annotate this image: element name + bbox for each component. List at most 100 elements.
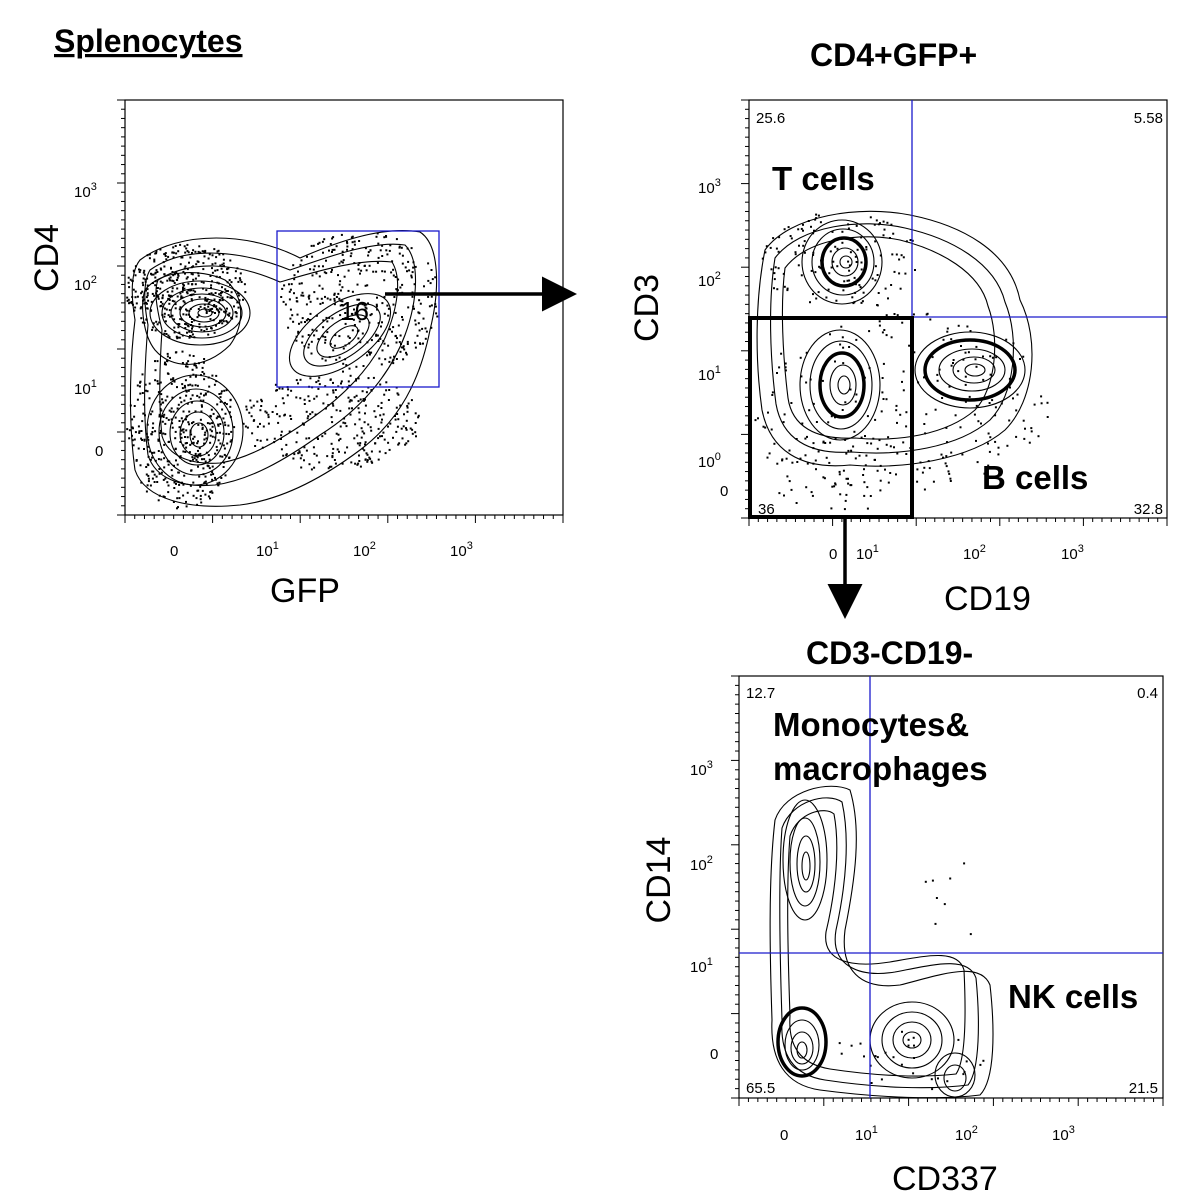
contour-ring xyxy=(934,1052,976,1098)
event-dot xyxy=(912,313,915,316)
event-dot xyxy=(309,312,312,315)
event-dot xyxy=(183,301,186,304)
contour-ring xyxy=(784,1019,820,1071)
event-dot xyxy=(219,442,222,445)
event-dot xyxy=(180,436,183,439)
event-dot xyxy=(831,230,834,233)
event-dot xyxy=(339,437,342,440)
event-dot xyxy=(131,302,134,305)
event-dot xyxy=(152,273,155,276)
panel3-y-ticks: 0 101 102 103 xyxy=(690,759,718,1063)
contour-ring xyxy=(155,260,399,464)
event-dot xyxy=(829,250,832,253)
event-dot xyxy=(361,447,364,450)
event-dot xyxy=(209,318,212,321)
event-dot xyxy=(331,268,333,271)
event-dot xyxy=(416,334,419,337)
event-dot xyxy=(217,484,220,487)
event-dot xyxy=(280,448,283,451)
event-dot xyxy=(369,351,372,354)
event-dot xyxy=(234,270,237,273)
event-dot xyxy=(957,370,960,373)
event-dot xyxy=(885,334,888,337)
event-dot xyxy=(190,433,193,436)
event-dot xyxy=(354,311,357,314)
panel3-y-axis-label: CD14 xyxy=(640,837,678,924)
event-dot xyxy=(931,879,934,882)
event-dot xyxy=(260,398,263,401)
event-dot xyxy=(883,228,886,231)
event-dot xyxy=(229,398,232,401)
event-dot xyxy=(187,421,190,424)
event-dot xyxy=(865,246,868,248)
event-dot xyxy=(943,903,946,906)
event-dot xyxy=(430,295,433,298)
event-dot xyxy=(823,477,826,480)
panel1-contours xyxy=(129,230,438,507)
event-dot xyxy=(1046,401,1049,404)
event-dot xyxy=(853,276,856,279)
event-dot xyxy=(367,351,370,354)
event-dot xyxy=(213,298,216,301)
event-dot xyxy=(224,412,227,415)
event-dot xyxy=(414,341,417,344)
panel1-minor-ticks xyxy=(117,99,564,523)
panel2-gate[interactable] xyxy=(748,316,914,519)
event-dot xyxy=(804,437,807,440)
event-dot xyxy=(345,364,348,367)
event-dot xyxy=(317,438,319,440)
event-dot xyxy=(358,454,360,457)
event-dot xyxy=(393,296,396,298)
event-dot xyxy=(362,365,365,367)
event-dot xyxy=(171,396,174,399)
event-dot xyxy=(848,346,851,348)
event-dot xyxy=(368,353,371,356)
event-dot xyxy=(977,420,980,423)
event-dot xyxy=(295,441,298,444)
event-dot xyxy=(989,355,992,358)
event-dot xyxy=(367,254,370,257)
event-dot xyxy=(874,265,877,268)
event-dot xyxy=(158,468,161,470)
event-dot xyxy=(163,413,166,416)
event-dot xyxy=(854,457,857,460)
event-dot xyxy=(965,1060,968,1063)
event-dot xyxy=(781,459,784,462)
event-dot xyxy=(225,403,228,406)
event-dot xyxy=(380,401,383,404)
event-dot xyxy=(879,254,882,257)
panel1-gate[interactable] xyxy=(276,230,440,388)
event-dot xyxy=(204,308,207,311)
event-dot xyxy=(309,300,312,303)
event-dot xyxy=(377,256,380,259)
event-dot xyxy=(337,274,339,277)
event-dot xyxy=(346,248,348,251)
event-dot xyxy=(202,287,204,290)
event-dot xyxy=(308,319,311,321)
event-dot xyxy=(181,256,184,259)
event-dot xyxy=(198,296,201,299)
event-dot xyxy=(824,442,827,444)
event-dot xyxy=(370,450,373,453)
event-dot xyxy=(171,290,174,293)
event-dot xyxy=(215,374,218,377)
event-dot xyxy=(428,305,431,308)
event-dot xyxy=(847,449,850,452)
event-dot xyxy=(817,291,820,294)
event-dot xyxy=(145,302,148,305)
event-dot xyxy=(166,395,169,398)
event-dot xyxy=(175,335,178,338)
event-dot xyxy=(274,383,277,386)
event-dot xyxy=(353,240,356,243)
event-dot xyxy=(161,281,164,284)
event-dot xyxy=(859,1042,862,1045)
event-dot xyxy=(301,317,304,320)
event-dot xyxy=(134,306,137,309)
event-dot xyxy=(365,269,368,272)
event-dot xyxy=(364,284,367,287)
event-dot xyxy=(881,391,884,394)
event-dot xyxy=(207,454,210,457)
contour-ring xyxy=(789,817,821,907)
event-dot xyxy=(168,277,171,280)
event-dot xyxy=(183,245,186,248)
